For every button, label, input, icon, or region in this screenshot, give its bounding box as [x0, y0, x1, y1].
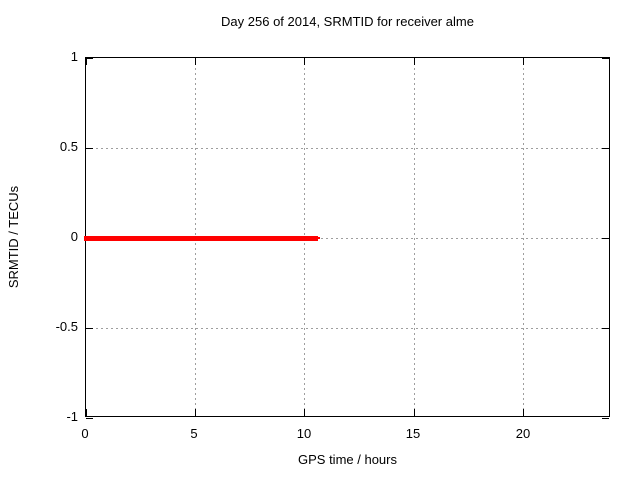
y-tickmark-left [86, 57, 93, 59]
y-tickmark-left [86, 327, 93, 329]
y-tick-label: 0 [70, 229, 78, 244]
chart-title: Day 256 of 2014, SRMTID for receiver alm… [221, 14, 474, 29]
gridline-y [86, 147, 609, 149]
plot-area [84, 57, 610, 419]
y-tick-label: -0.5 [55, 319, 78, 334]
x-tick-label: 20 [515, 426, 531, 441]
x-tickmark-bottom [413, 409, 415, 416]
x-tickmark-bottom [304, 409, 306, 416]
x-tickmark-top [413, 58, 415, 65]
y-tickmark-left [86, 147, 93, 149]
data-series-SRMTID [84, 235, 318, 241]
data-series-SRMTID-tail [315, 237, 321, 239]
x-tickmark-bottom [523, 409, 524, 416]
y-tick-label: -1 [66, 409, 78, 424]
y-tickmark-right [602, 417, 609, 419]
y-tickmark-right [602, 57, 609, 59]
gridline-x [413, 58, 415, 416]
y-tick-label: 0.5 [59, 139, 78, 154]
gridline-x [523, 58, 524, 416]
x-tickmark-top [523, 58, 524, 65]
gridline-y [86, 237, 609, 239]
x-tickmark-bottom [85, 409, 87, 416]
y-tickmark-right [602, 237, 609, 239]
y-axis-label: SRMTID / TECUs [6, 185, 21, 289]
gridline-y [86, 327, 609, 329]
x-tickmark-top [194, 58, 196, 65]
x-tick-label: 5 [190, 426, 198, 441]
x-tick-label: 15 [405, 426, 421, 441]
y-tick-label: 1 [70, 49, 78, 64]
x-tickmark-bottom [194, 409, 196, 416]
x-tickmark-top [85, 58, 87, 65]
x-tick-label: 10 [296, 426, 312, 441]
y-tickmark-right [602, 147, 609, 149]
x-tickmark-top [304, 58, 306, 65]
x-tick-label: 0 [81, 426, 89, 441]
y-tickmark-left [86, 417, 93, 419]
x-axis-label: GPS time / hours [298, 452, 397, 467]
y-tickmark-right [602, 327, 609, 329]
